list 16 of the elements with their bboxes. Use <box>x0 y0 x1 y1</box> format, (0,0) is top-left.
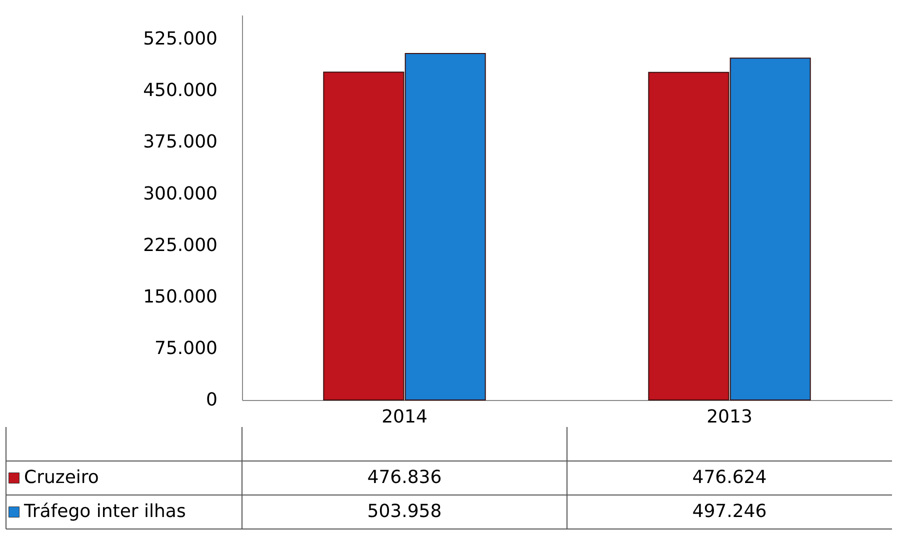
y-tick-label: 300.000 <box>143 183 218 204</box>
legend-label: Tráfego inter ilhas <box>23 501 186 522</box>
y-tick-label: 525.000 <box>143 28 218 50</box>
y-tick-label: 0 <box>206 390 218 410</box>
y-tick-label: 450.000 <box>143 80 218 102</box>
y-tick-label: 150.000 <box>143 286 218 308</box>
y-tick-label: 375.000 <box>143 132 218 153</box>
data-label: 503.958 <box>367 501 442 522</box>
y-tick-label: 225.000 <box>143 234 218 256</box>
legend-label: Cruzeiro <box>24 467 99 488</box>
data-label: 476.836 <box>367 467 442 488</box>
data-label: 497.246 <box>692 501 767 522</box>
x-tick-label: 2013 <box>706 406 752 428</box>
y-tick-label: 75.000 <box>154 338 218 359</box>
x-tick-label: 2014 <box>382 406 428 428</box>
data-label: 476.624 <box>692 467 767 488</box>
